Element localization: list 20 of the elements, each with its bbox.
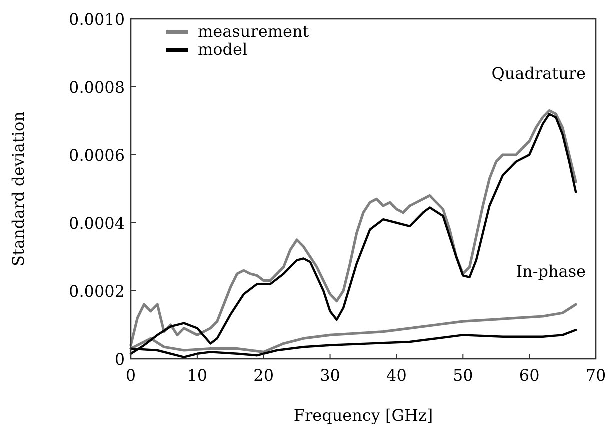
annotation: Quadrature: [492, 64, 586, 83]
x-axis-title: Frequency [GHz]: [294, 406, 434, 425]
y-axis-title: Standard deviation: [9, 112, 28, 266]
y-tick-label: 0.0002: [69, 282, 125, 301]
y-tick-label: 0.0006: [69, 146, 125, 165]
y-tick-label: 0: [114, 350, 125, 369]
x-tick-label: 60: [519, 366, 540, 385]
x-tick-label: 30: [320, 366, 340, 385]
x-tick-label: 10: [187, 366, 208, 385]
x-tick-label: 0: [126, 366, 136, 385]
y-tick-label: 0.0008: [69, 78, 125, 97]
x-tick-label: 70: [586, 366, 606, 385]
x-tick-label: 40: [386, 366, 407, 385]
y-tick-label: 0.0004: [69, 214, 125, 233]
x-tick-label: 50: [452, 366, 474, 385]
y-tick-label: 0.0010: [69, 10, 125, 29]
legend-label: measurement: [198, 22, 310, 41]
x-tick-label: 20: [254, 366, 274, 385]
legend-label: model: [198, 40, 248, 59]
annotation: In-phase: [516, 262, 586, 281]
